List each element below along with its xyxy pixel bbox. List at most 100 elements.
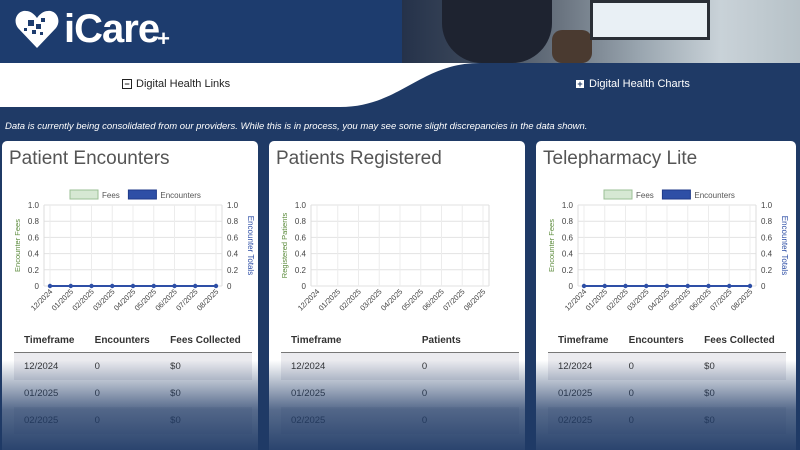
x-tick-label: 02/2025 (70, 287, 96, 313)
data-point (727, 283, 732, 289)
icare-logo[interactable]: iCare + (14, 8, 172, 51)
x-tick-label: 07/2025 (708, 287, 734, 313)
y2-tick-label: 0 (227, 282, 232, 291)
data-point (213, 283, 219, 289)
tab-digital-health-links[interactable]: − Digital Health Links (122, 78, 230, 90)
x-tick-label: 01/2025 (50, 287, 76, 313)
card-telepharmacy-lite: Telepharmacy Lite Fees Encounters 0 0.2 0.4 0… (536, 141, 796, 450)
cell-encounters: 0 (628, 388, 634, 399)
card-title: Telepharmacy Lite (543, 148, 698, 169)
table-row: 01/2025 0 $0 (14, 380, 252, 407)
y-tick-label: 0.4 (28, 250, 40, 259)
x-tick-label: 08/2025 (462, 287, 488, 313)
y2-axis-title: Encounter Totals (246, 216, 255, 275)
tab-digital-health-charts[interactable]: + Digital Health Charts (575, 78, 690, 90)
cell-encounters: 0 (618, 352, 695, 380)
legend-label: Encounters (694, 191, 734, 200)
column-header[interactable]: Fees Collected (694, 329, 786, 353)
y-tick-label: 1.0 (562, 201, 574, 210)
data-point (130, 283, 136, 289)
data-point (193, 283, 198, 289)
x-tick-label: 03/2025 (358, 287, 384, 313)
column-header[interactable]: Encounters (84, 329, 161, 353)
column-header[interactable]: Timeframe (281, 329, 412, 353)
y2-tick-label: 1.0 (227, 201, 239, 210)
column-header[interactable]: Fees Collected (160, 329, 252, 353)
cell-encounters: 0 (84, 352, 161, 380)
column-header[interactable]: Encounters (618, 329, 695, 353)
cell-encounters: 0 (618, 407, 695, 434)
y-axis-title: Encounter Fees (547, 219, 556, 272)
x-tick-label: 12/2024 (29, 287, 55, 313)
table-row: 02/2025 0 $0 (14, 407, 252, 434)
header-photo (402, 0, 800, 63)
cell-timeframe: 12/2024 (281, 352, 412, 380)
data-point (664, 283, 670, 289)
cell-fees: $0 (694, 407, 786, 434)
x-tick-label: 03/2025 (625, 287, 651, 313)
x-tick-label: 04/2025 (646, 287, 672, 313)
cell-patients: 0 (421, 388, 428, 399)
y-tick-label: 0.8 (562, 217, 574, 226)
data-point (110, 283, 115, 289)
site-header: iCare + (0, 0, 800, 63)
legend-swatch (127, 189, 157, 200)
telepharmacy-table: Timeframe Encounters Fees Collected 12/2… (548, 329, 786, 434)
table-row: 12/2024 0 (281, 352, 519, 380)
x-tick-label: 04/2025 (379, 287, 405, 313)
data-point (747, 283, 753, 289)
x-tick-label: 04/2025 (112, 287, 138, 313)
y2-tick-label: 0.8 (227, 217, 239, 226)
x-tick-label: 06/2025 (420, 287, 446, 313)
column-header[interactable]: Timeframe (14, 329, 85, 353)
encounters-table: Timeframe Encounters Fees Collected 12/2… (14, 329, 252, 434)
column-header[interactable]: Patients (411, 329, 519, 353)
registered-chart: 0 0.2 0.4 0.6 0.8 1.0 12/202401/202502/202503/… (280, 201, 490, 313)
data-notice: Data is currently being consolidated fro… (5, 121, 588, 132)
cell-fees: $0 (170, 388, 181, 399)
cell-fees: $0 (160, 407, 252, 434)
y-tick-label: 0.6 (562, 233, 574, 242)
cell-fees: $0 (704, 388, 715, 399)
x-tick-label: 01/2025 (317, 287, 343, 313)
y-axis-title: Registered Patients (280, 213, 289, 279)
y2-tick-label: 0.2 (227, 266, 239, 275)
cell-timeframe: 12/2024 (548, 352, 619, 380)
table-row: 02/2025 0 $0 (548, 407, 786, 434)
cell-timeframe: 02/2025 (548, 407, 619, 434)
cell-timeframe: 01/2025 (291, 388, 326, 399)
cell-timeframe: 02/2025 (14, 407, 85, 434)
x-tick-label: 07/2025 (174, 287, 200, 313)
x-tick-label: 08/2025 (729, 287, 755, 313)
legend-label: Fees (102, 191, 120, 200)
column-header[interactable]: Timeframe (548, 329, 619, 353)
cell-fees: $0 (160, 352, 252, 380)
x-tick-label: 03/2025 (91, 287, 117, 313)
y-tick-label: 1.0 (28, 201, 40, 210)
y-tick-label: 0 (569, 282, 574, 291)
encounters-chart: Fees Encounters 0 0.2 0.4 0.6 0.8 1.0 0 0.2 0.4 0.6… (13, 189, 255, 313)
y-tick-label: 0.2 (28, 266, 40, 275)
x-tick-label: 02/2025 (604, 287, 630, 313)
data-point (151, 283, 156, 289)
card-patient-encounters: Patient Encounters Fees Encounters 0 0.2 0.4… (2, 141, 258, 450)
registered-table: Timeframe Patients 12/2024 0 01/2025 0 0… (281, 329, 519, 434)
y-tick-label: 0.2 (562, 266, 574, 275)
data-point (602, 283, 607, 289)
y-tick-label: 0 (302, 282, 307, 291)
tab-charts-label: Digital Health Charts (589, 78, 690, 90)
data-point (706, 283, 711, 289)
y2-tick-label: 0.6 (227, 233, 239, 242)
y2-tick-label: 0.2 (761, 266, 773, 275)
y2-tick-label: 1.0 (761, 201, 773, 210)
card-title: Patient Encounters (9, 148, 170, 169)
data-point (172, 283, 177, 289)
y2-tick-label: 0 (761, 282, 766, 291)
nav-wave-shape (0, 63, 800, 107)
x-tick-label: 12/2024 (296, 287, 322, 313)
y-tick-label: 0.6 (28, 233, 40, 242)
data-point (623, 283, 628, 289)
data-point (47, 283, 53, 289)
telepharmacy-chart: Fees Encounters 0 0.2 0.4 0.6 0.8 1.0 0 0.2 0.4 0.6… (547, 189, 789, 313)
y2-tick-label: 0.4 (227, 250, 239, 259)
